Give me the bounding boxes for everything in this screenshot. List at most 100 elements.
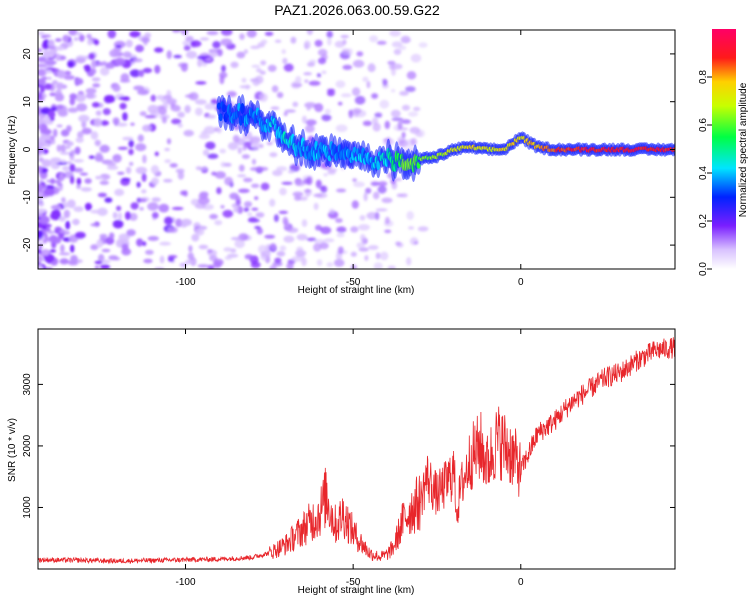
noise-blob (38, 183, 45, 190)
snr-y-ticks: 1000 2000 3000 (22, 373, 675, 519)
noise-blob (195, 227, 205, 236)
noise-blob (400, 193, 408, 198)
noise-blob (76, 177, 82, 186)
noise-blob (100, 264, 110, 269)
noise-blob (368, 245, 379, 250)
noise-blob (63, 146, 71, 149)
noise-blob (112, 84, 121, 92)
spectrogram-x-axis-label: Height of straight line (km) (298, 285, 415, 296)
noise-blob (348, 109, 354, 119)
noise-blob (370, 181, 380, 187)
noise-blob (78, 34, 85, 42)
noise-blob (67, 60, 75, 68)
noise-blob (371, 93, 379, 99)
noise-blob (238, 164, 245, 172)
noise-blob (58, 172, 65, 182)
noise-blob (49, 235, 58, 242)
noise-blob (106, 165, 119, 170)
colorbar-tick-label: 0.6 (698, 118, 709, 132)
noise-blob (56, 144, 62, 152)
noise-blob (274, 257, 282, 264)
noise-blob (220, 30, 233, 36)
noise-blob (138, 198, 147, 203)
noise-blob (352, 178, 357, 183)
noise-blob (303, 40, 311, 49)
noise-blob (97, 192, 107, 198)
noise-blob (232, 134, 240, 143)
noise-blob (329, 208, 335, 214)
noise-blob (154, 47, 164, 53)
noise-blob (301, 115, 307, 124)
noise-blob (304, 191, 313, 196)
noise-blob (378, 181, 388, 187)
noise-blob (279, 187, 287, 196)
noise-blob (59, 151, 71, 155)
colorbar (712, 29, 736, 269)
noise-blob (236, 51, 246, 59)
y-tick-label: 2000 (22, 434, 33, 457)
noise-blob (74, 146, 81, 155)
noise-blob (125, 166, 132, 174)
noise-blob (112, 117, 120, 125)
noise-blob (38, 137, 46, 142)
noise-blob (342, 64, 353, 70)
noise-blob (171, 118, 182, 125)
noise-blob (209, 50, 218, 58)
noise-blob (406, 71, 417, 80)
noise-blob (243, 201, 253, 208)
noise-blob (38, 124, 42, 130)
noise-blob (167, 227, 175, 233)
noise-blob (56, 124, 63, 128)
noise-blob (269, 264, 277, 269)
noise-blob (60, 144, 66, 153)
noise-blob (58, 252, 71, 256)
x-tick-label: -50 (346, 277, 361, 288)
noise-blob (380, 251, 389, 261)
noise-blob (79, 172, 88, 176)
noise-blob (91, 102, 100, 108)
noise-blob (306, 106, 311, 111)
y-tick-label: 1000 (22, 496, 33, 519)
noise-blob (304, 79, 309, 83)
noise-blob (269, 198, 276, 207)
noise-blob (96, 176, 105, 180)
noise-blob (196, 167, 208, 171)
noise-blob (151, 177, 160, 186)
x-tick-label: -50 (346, 577, 361, 588)
noise-blob (188, 245, 193, 253)
y-tick-label: -10 (22, 190, 33, 205)
noise-blob (207, 114, 216, 119)
noise-blob (369, 35, 378, 43)
noise-blob (114, 188, 125, 196)
noise-blob (213, 258, 224, 267)
noise-blob (93, 117, 103, 127)
noise-blob (61, 197, 66, 203)
noise-blob (105, 62, 115, 69)
x-tick-label: 0 (518, 577, 524, 588)
noise-blob (257, 166, 269, 171)
noise-blob (91, 59, 97, 69)
noise-blob (66, 125, 72, 133)
noise-blob (418, 42, 428, 48)
noise-blob (198, 133, 211, 140)
spectrogram-noise-blobs (38, 30, 429, 269)
noise-blob (389, 30, 401, 37)
noise-blob (375, 208, 388, 212)
noise-blob (92, 83, 101, 88)
noise-blob (38, 191, 44, 198)
noise-blob (216, 126, 222, 134)
noise-blob (364, 255, 369, 261)
noise-blob (315, 224, 322, 231)
noise-blob (67, 161, 72, 165)
noise-blob (63, 202, 70, 209)
noise-blob (373, 262, 383, 269)
noise-blob (104, 197, 113, 203)
noise-blob (292, 83, 303, 87)
noise-blob (50, 178, 56, 185)
noise-blob (103, 174, 111, 180)
noise-blob (295, 75, 302, 85)
noise-blob (259, 70, 266, 75)
noise-blob (366, 212, 378, 220)
noise-blob (207, 264, 214, 269)
noise-blob (49, 92, 56, 97)
